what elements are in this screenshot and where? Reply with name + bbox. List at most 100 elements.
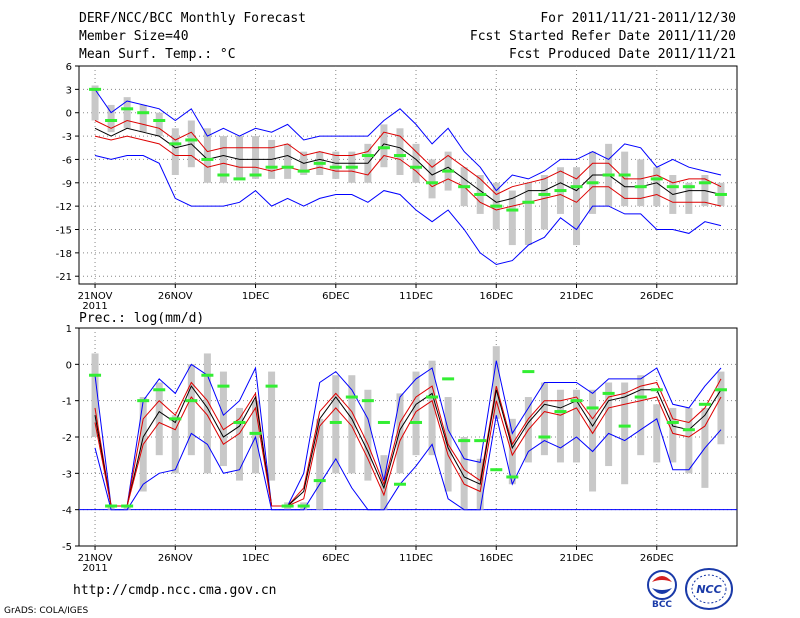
control-marker <box>490 468 503 472</box>
spread-box <box>107 104 115 133</box>
control-marker <box>265 384 278 388</box>
spread-box <box>203 353 211 474</box>
series-lower <box>94 396 722 507</box>
series-upper <box>94 119 722 196</box>
control-marker <box>217 173 230 177</box>
spread-box <box>91 353 99 437</box>
spread-box <box>139 104 147 133</box>
spread-box <box>171 128 179 175</box>
control-marker <box>377 420 390 424</box>
series-mean <box>94 385 722 507</box>
control-marker <box>361 399 374 403</box>
x-tick-label: 6DEC <box>322 553 349 564</box>
produced-date: Fcst Produced Date 2011/11/21 <box>509 47 736 62</box>
control-marker <box>105 119 118 122</box>
control-marker <box>442 169 455 173</box>
spread-box <box>316 418 324 510</box>
spread-box <box>203 128 211 183</box>
series-upper <box>94 378 722 507</box>
control-marker <box>249 173 262 177</box>
x-tick-label: 26DEC <box>640 291 674 302</box>
spread-box <box>524 182 532 246</box>
control-marker <box>650 177 663 181</box>
control-marker <box>666 420 679 424</box>
spread-box <box>605 382 613 467</box>
series-max <box>94 360 722 507</box>
spread-box <box>412 371 420 456</box>
spread-box <box>380 124 388 168</box>
bcc-logo: BCC <box>647 570 677 608</box>
spread-box <box>187 364 195 456</box>
x-tick-label: 21NOV <box>78 553 113 564</box>
x-tick-label: 6DEC <box>322 291 349 302</box>
control-marker <box>281 504 294 508</box>
control-marker <box>410 420 423 424</box>
control-marker <box>618 173 631 177</box>
control-marker <box>249 431 262 435</box>
source-url[interactable]: http://cmdp.ncc.cma.gov.cn <box>73 583 277 598</box>
x-tick-label: 11DEC <box>399 553 433 564</box>
control-marker <box>313 479 326 483</box>
spread-box <box>364 389 372 481</box>
spread-box <box>460 437 468 510</box>
spread-box <box>428 159 436 199</box>
year-label: 2011 <box>82 301 107 312</box>
series-max <box>94 89 722 192</box>
spread-box <box>428 360 436 456</box>
spread-box <box>235 407 243 481</box>
y-tick-label: -3 <box>62 132 72 143</box>
spread-box <box>412 143 420 183</box>
spread-box <box>219 136 227 183</box>
control-marker <box>522 200 535 204</box>
control-marker <box>121 504 134 508</box>
spread-box <box>219 371 227 467</box>
control-marker <box>714 192 727 196</box>
control-marker <box>153 388 166 392</box>
spread-box <box>123 506 131 510</box>
control-marker <box>137 111 150 115</box>
control-marker <box>698 402 711 406</box>
control-marker <box>89 373 102 377</box>
control-marker <box>201 373 214 377</box>
spread-box <box>573 389 581 463</box>
spread-box <box>637 375 645 456</box>
control-marker <box>89 87 102 91</box>
plot-frame <box>78 65 738 285</box>
control-marker <box>474 439 487 443</box>
spread-box <box>508 418 516 485</box>
ncc-logo: NCC <box>685 568 733 610</box>
x-tick-label: 21DEC <box>560 553 594 564</box>
x-tick-label: 21NOV <box>78 291 113 302</box>
control-marker <box>474 192 487 196</box>
series-min <box>94 155 722 266</box>
y-tick-label: -4 <box>62 506 72 517</box>
control-marker <box>698 181 711 185</box>
control-marker <box>377 146 390 150</box>
control-marker <box>137 399 150 403</box>
control-marker <box>586 406 599 410</box>
y-tick-label: -3 <box>62 469 72 480</box>
spread-box <box>589 389 597 492</box>
control-marker <box>714 388 727 392</box>
control-marker <box>281 165 294 169</box>
control-marker <box>313 161 326 165</box>
control-marker <box>105 504 118 508</box>
control-marker <box>538 435 551 439</box>
y-tick-label: 0 <box>66 360 72 371</box>
control-marker <box>185 138 198 142</box>
x-tick-label: 1DEC <box>242 553 269 564</box>
spread-box <box>332 375 340 474</box>
bcc-logo-text: BCC <box>652 600 672 608</box>
spread-box <box>556 389 564 463</box>
y-tick-label: -12 <box>56 202 72 213</box>
spread-box <box>171 415 179 474</box>
temperature-panel: 6 3 0 -3 -6 -9 -12 -15 -18 -21 21NOV 26NOV 1DEC 6DEC 1… <box>56 62 738 312</box>
spread-box <box>669 407 677 463</box>
control-marker <box>458 185 471 189</box>
control-marker <box>233 420 246 424</box>
control-marker <box>506 475 519 479</box>
variable-label: Mean Surf. Temp.: °C <box>79 47 236 62</box>
x-tick-label: 1DEC <box>242 291 269 302</box>
control-marker <box>201 157 214 161</box>
x-tick-label: 26NOV <box>158 553 193 564</box>
